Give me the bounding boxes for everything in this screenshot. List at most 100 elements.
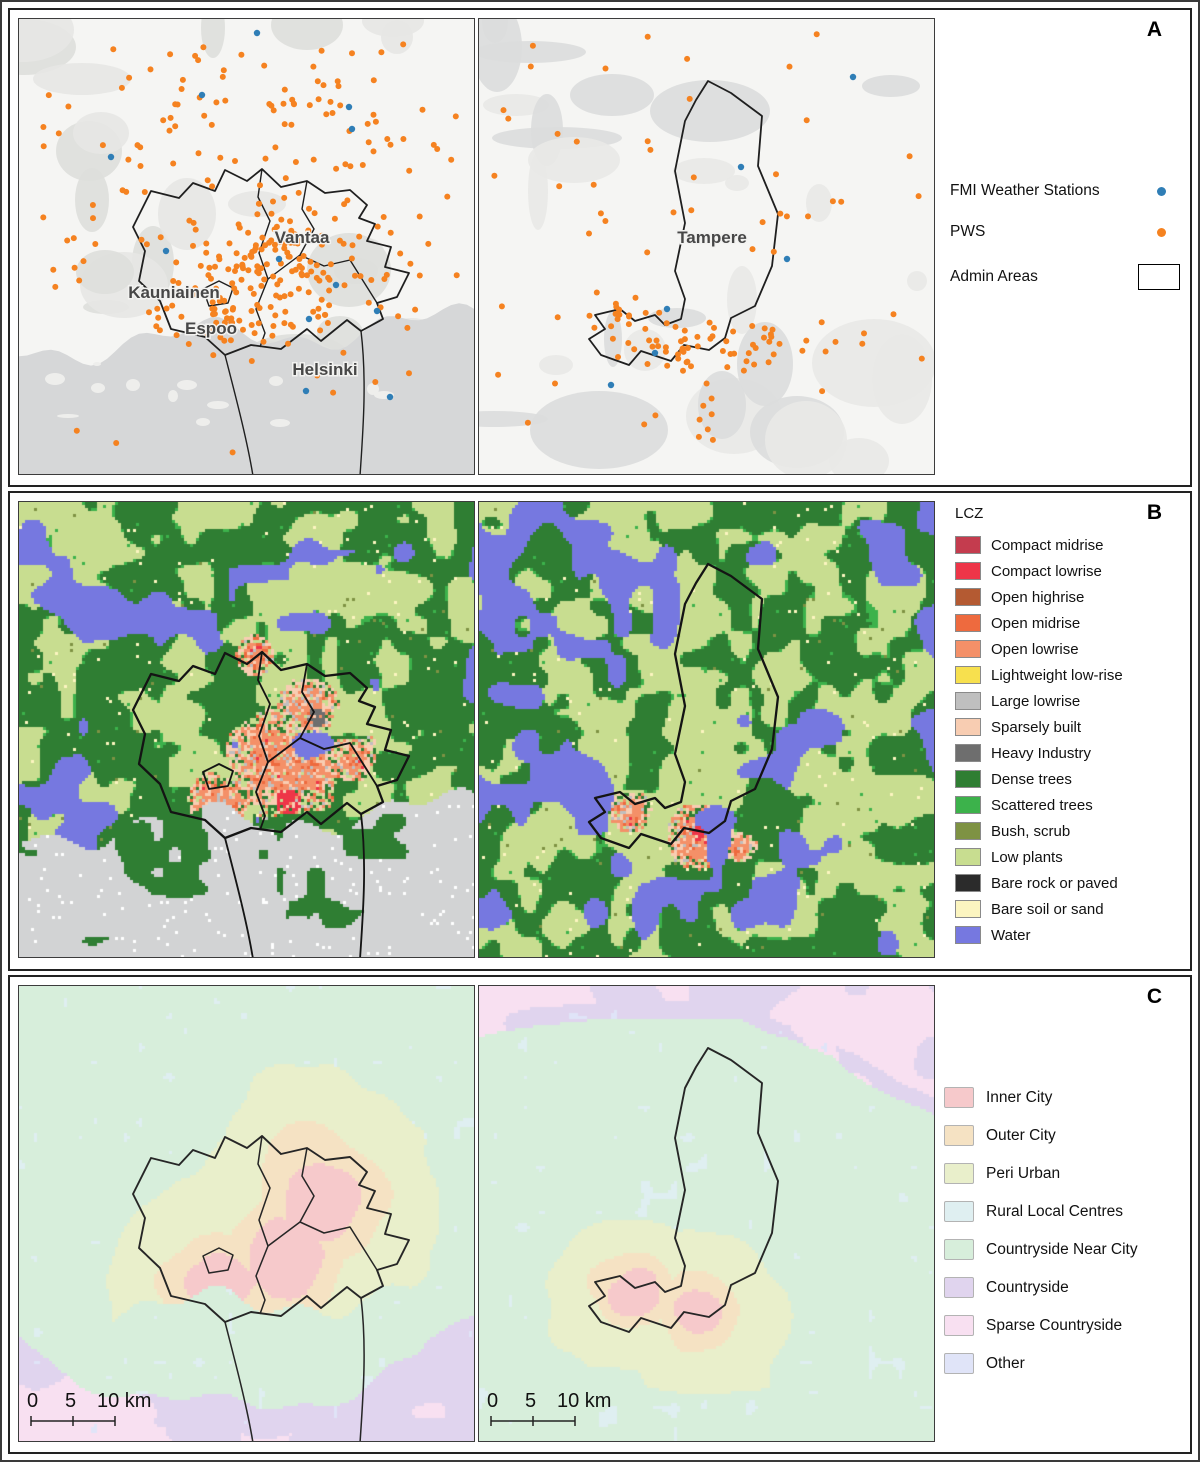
color-swatch (955, 692, 981, 711)
svg-text:Helsinki: Helsinki (292, 360, 357, 379)
panel-a: Vantaa Kauniainen Espoo Helsinki Tampere A … (8, 8, 1192, 488)
legend-label: Peri Urban (986, 1164, 1061, 1182)
legend-item-lightweight-low-rise: Lightweight low-rise (955, 662, 1180, 688)
color-swatch (955, 562, 981, 581)
legend-item-open-highrise: Open highrise (955, 584, 1180, 610)
svg-text:Tampere: Tampere (677, 228, 747, 247)
legend-item-peri-urban: Peri Urban (944, 1155, 1180, 1193)
color-swatch (955, 848, 981, 867)
legend-label: Water (991, 926, 1031, 944)
legend-label: Open lowrise (991, 640, 1079, 658)
legend-label: Low plants (991, 848, 1063, 866)
legend-label: Countryside (986, 1278, 1069, 1296)
legend-label: FMI Weather Stations (950, 182, 1100, 199)
color-swatch (955, 640, 981, 659)
legend-label: Open highrise (991, 588, 1085, 606)
legend-label: Sparsely built (991, 718, 1082, 736)
legend-item-bush-scrub: Bush, scrub (955, 818, 1180, 844)
legend-item-other: Other (944, 1345, 1180, 1383)
color-swatch (944, 1353, 974, 1375)
legend-item-compact-midrise: Compact midrise (955, 532, 1180, 558)
legend-label: Compact lowrise (991, 562, 1102, 580)
svg-text:Vantaa: Vantaa (275, 228, 330, 247)
legend-item-rural-local-centres: Rural Local Centres (944, 1193, 1180, 1231)
legend-item-water: Water (955, 922, 1180, 948)
color-swatch (955, 874, 981, 893)
color-swatch (944, 1239, 974, 1261)
legend-item-bare-rock-or-paved: Bare rock or paved (955, 870, 1180, 896)
panel-b: B LCZ Compact midrise Compact lowrise Open… (8, 491, 1192, 971)
admin-area-swatch (1138, 264, 1180, 290)
color-swatch (955, 614, 981, 633)
legend-label: Bare rock or paved (991, 874, 1118, 892)
color-swatch (955, 822, 981, 841)
panel-c-maps: 0 5 10 km 0 5 10 km (18, 984, 1182, 1442)
map-helsinki-stations: Vantaa Kauniainen Espoo Helsinki (18, 18, 475, 475)
color-swatch (955, 718, 981, 737)
point-marker-swatch (1157, 227, 1166, 237)
map-tampere-urban-rural: 0 5 10 km (478, 984, 935, 1442)
lcz-legend-items: Compact midrise Compact lowrise Open highr… (955, 532, 1180, 948)
legend-item-inner-city: Inner City (944, 1079, 1180, 1117)
scale-bar-tick-label: 5 (65, 1389, 77, 1412)
legend-label: Inner City (986, 1088, 1053, 1106)
legend-label: Bush, scrub (991, 822, 1071, 840)
legend-item-large-lowrise: Large lowrise (955, 688, 1180, 714)
legend-item-sparse-countryside: Sparse Countryside (944, 1307, 1180, 1345)
legend-item-scattered-trees: Scattered trees (955, 792, 1180, 818)
legend-label: Scattered trees (991, 796, 1093, 814)
legend-label: Rural Local Centres (986, 1202, 1123, 1220)
legend-item-bare-soil-or-sand: Bare soil or sand (955, 896, 1180, 922)
scale-bar-labels: 0 5 10 km (487, 1390, 617, 1414)
lcz-legend-title: LCZ (955, 505, 984, 523)
legend-label: Countryside Near City (986, 1240, 1138, 1258)
legend-label: Large lowrise (991, 692, 1081, 710)
legend-item-compact-lowrise: Compact lowrise (955, 558, 1180, 584)
map-tampere-lcz (478, 501, 935, 959)
legend-item-heavy-industry: Heavy Industry (955, 740, 1180, 766)
legend-item-fmi-weather-stations: FMI Weather Stations (950, 182, 1180, 200)
scale-bar-tick-label: 0 (27, 1389, 39, 1412)
legend-item-low-plants: Low plants (955, 844, 1180, 870)
color-swatch (955, 770, 981, 789)
panel-label-a: A (1146, 18, 1162, 41)
color-swatch (944, 1315, 974, 1337)
panel-b-maps (18, 501, 1182, 959)
legend-item-sparsely-built: Sparsely built (955, 714, 1180, 740)
scale-bar: 0 5 10 km (487, 1390, 617, 1433)
legend-item-pws: PWS (950, 223, 1180, 241)
legend-label: Compact midrise (991, 536, 1104, 554)
legend-item-countryside-near-city: Countryside Near City (944, 1231, 1180, 1269)
point-marker-swatch (1157, 186, 1166, 196)
legend-label: Lightweight low-rise (991, 666, 1123, 684)
scale-bar-labels: 0 5 10 km (27, 1390, 157, 1414)
legend-urban-rural: Inner City Outer City Peri Urban Rural Loca… (944, 1079, 1180, 1383)
panel-label-c: C (1146, 984, 1162, 1008)
color-swatch (955, 900, 981, 919)
legend-label: Admin Areas (950, 268, 1038, 285)
panel-label-b: B (1146, 501, 1162, 525)
legend-label: Dense trees (991, 770, 1072, 788)
color-swatch (955, 536, 981, 555)
svg-text:Kauniainen: Kauniainen (128, 283, 220, 302)
legend-label: Heavy Industry (991, 744, 1092, 762)
legend-label: Outer City (986, 1126, 1056, 1144)
legend-label: Sparse Countryside (986, 1316, 1123, 1334)
svg-text:Espoo: Espoo (185, 319, 237, 338)
legend-item-open-lowrise: Open lowrise (955, 636, 1180, 662)
map-helsinki-lcz (18, 501, 475, 959)
legend-label: Open midrise (991, 614, 1081, 632)
legend-item-admin-areas: Admin Areas (950, 264, 1180, 290)
color-swatch (955, 744, 981, 763)
legend-item-countryside: Countryside (944, 1269, 1180, 1307)
panel-c: 0 5 10 km 0 5 10 km C Inner City Outer City Pe… (8, 974, 1192, 1454)
scale-bar-tick-label: 5 (525, 1389, 537, 1412)
scale-bar-tick-label: 10 km (97, 1389, 152, 1412)
color-swatch (955, 926, 981, 945)
color-swatch (944, 1125, 974, 1147)
legend-lcz: LCZ Compact midrise Compact lowrise Open h… (955, 505, 1180, 948)
color-swatch (955, 796, 981, 815)
legend-stations: FMI Weather Stations PWS Admin Areas (950, 182, 1180, 313)
legend-item-open-midrise: Open midrise (955, 610, 1180, 636)
